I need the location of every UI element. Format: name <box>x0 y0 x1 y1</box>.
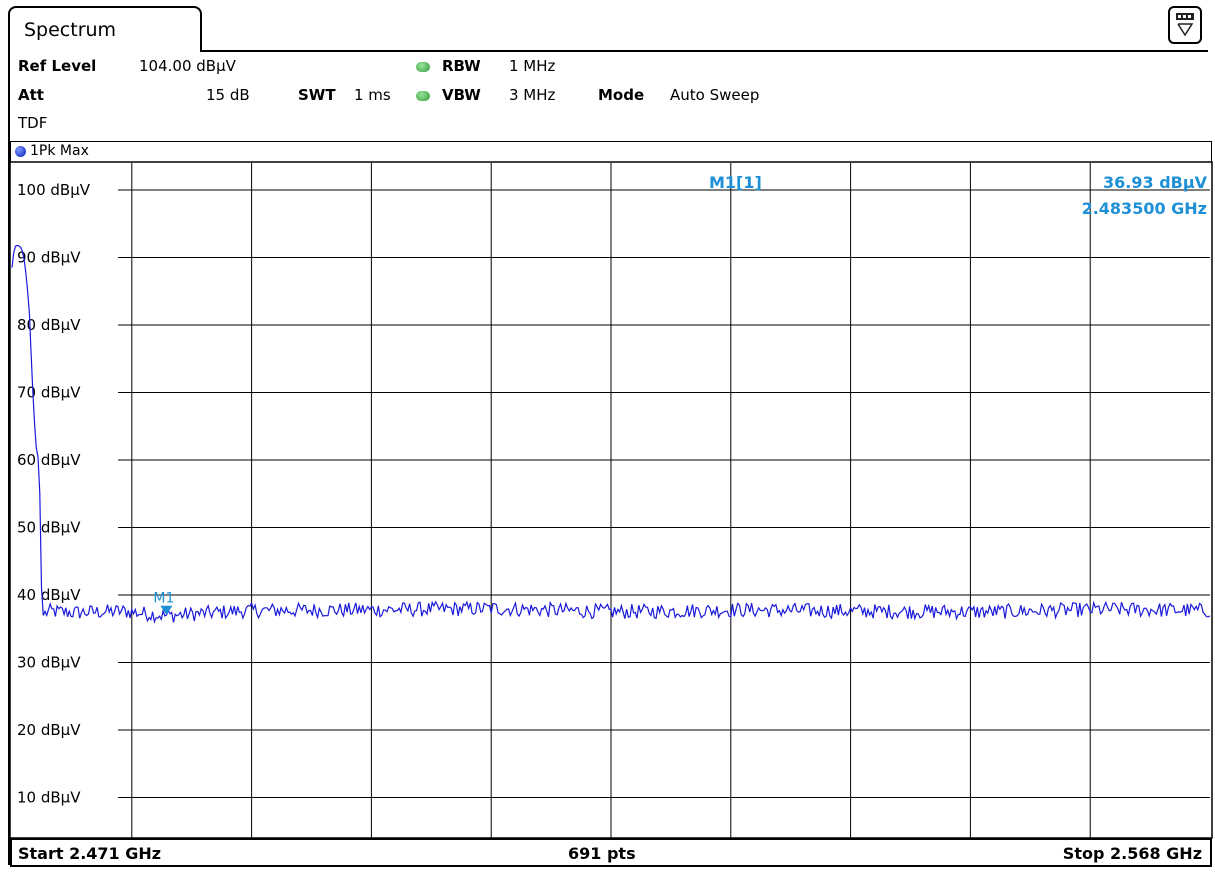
trace-line <box>11 244 1211 624</box>
swt-label: SWT <box>298 86 336 104</box>
sweep-points[interactable]: 691 pts <box>568 844 636 863</box>
rbw-status-led <box>416 62 430 72</box>
vbw-label: VBW <box>442 86 481 104</box>
y-tick-label: 50 dBµV <box>17 519 81 537</box>
trace-indicator-icon <box>15 146 26 157</box>
marker-level-readout: 36.93 dBµV <box>1103 173 1207 192</box>
mode-label: Mode <box>598 86 645 104</box>
header-divider <box>200 50 1208 52</box>
trace-label[interactable]: 1Pk Max <box>30 143 89 159</box>
rbw-value[interactable]: 1 MHz <box>509 57 556 75</box>
att-value[interactable]: 15 dB <box>206 86 250 104</box>
y-tick-label: 80 dBµV <box>17 316 81 334</box>
start-frequency[interactable]: Start 2.471 GHz <box>18 844 162 863</box>
trace-header: 1Pk Max <box>10 141 1212 163</box>
y-tick-label: 90 dBµV <box>17 249 81 267</box>
tab-label: Spectrum <box>24 19 117 41</box>
swt-value[interactable]: 1 ms <box>354 86 391 104</box>
frame-left-border <box>8 50 10 865</box>
y-tick-label: 70 dBµV <box>17 384 81 402</box>
marker-readout-label: M1[1] <box>709 173 762 192</box>
y-tick-label: 10 dBµV <box>17 789 81 807</box>
y-tick-label: 40 dBµV <box>17 586 81 604</box>
mode-value[interactable]: Auto Sweep <box>670 86 760 104</box>
menu-icon <box>1176 13 1194 37</box>
y-tick-label: 30 dBµV <box>17 654 81 672</box>
vbw-status-led <box>416 91 430 101</box>
y-tick-label: 60 dBµV <box>17 451 81 469</box>
y-tick-label: 20 dBµV <box>17 721 81 739</box>
marker-triangle[interactable] <box>160 605 173 615</box>
rbw-label: RBW <box>442 57 481 75</box>
stop-frequency[interactable]: Stop 2.568 GHz <box>1062 844 1202 863</box>
frequency-footer: Start 2.471 GHz 691 pts Stop 2.568 GHz <box>10 838 1212 867</box>
marker-frequency-readout: 2.483500 GHz <box>1081 199 1207 218</box>
y-tick-label: 100 dBµV <box>17 181 91 199</box>
ref-level-label: Ref Level <box>18 57 97 75</box>
vbw-value[interactable]: 3 MHz <box>509 86 556 104</box>
marker-label: M1 <box>153 591 174 607</box>
att-label: Att <box>18 86 44 104</box>
display-menu-button[interactable] <box>1168 6 1202 44</box>
tdf-label: TDF <box>18 114 48 132</box>
tab-spectrum[interactable]: Spectrum <box>8 6 202 52</box>
ref-level-value[interactable]: 104.00 dBµV <box>139 57 236 75</box>
